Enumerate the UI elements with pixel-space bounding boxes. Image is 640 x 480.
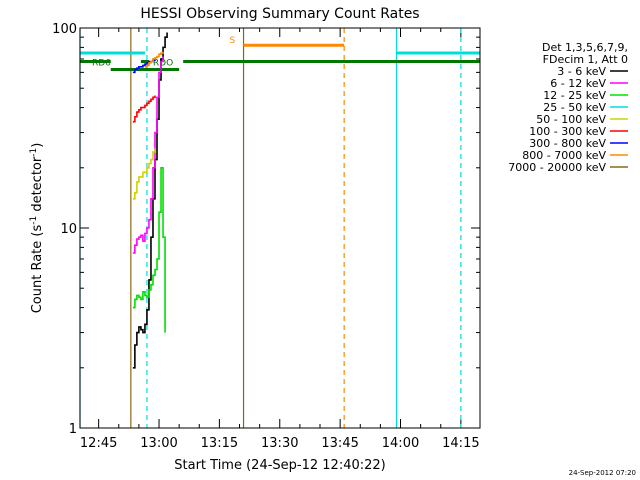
- x-tick-label: 13:00: [140, 436, 177, 451]
- x-tick-label: 13:30: [261, 436, 298, 451]
- y-axis-label: Count Rate (s-1 detector-1): [29, 143, 45, 314]
- y-axis-label-mid: detector: [30, 156, 45, 216]
- x-tick-label: 14:15: [442, 436, 479, 451]
- legend: Det 1,3,5,6,7,9,FDecim 1, Att 03 - 6 keV…: [508, 41, 628, 174]
- y-tick-label: 1: [69, 422, 77, 437]
- flag-label: RD6: [92, 58, 111, 68]
- legend-entry-label: 6 - 12 keV: [550, 77, 606, 90]
- x-tick-label: 14:00: [382, 436, 419, 451]
- legend-entry-label: 800 - 7000 keV: [522, 149, 606, 162]
- legend-entry-label: 3 - 6 keV: [557, 65, 606, 78]
- legend-entry-label: 100 - 300 keV: [529, 125, 606, 138]
- series-line: [132, 56, 164, 254]
- series-line: [144, 51, 164, 68]
- legend-entry-label: 300 - 800 keV: [529, 137, 606, 150]
- footer-timestamp: 24-Sep-2012 07:20: [569, 469, 636, 477]
- plot-frame: [79, 27, 481, 429]
- plot-area: 1 10 100 12:45 13:00 13:15 13:30 13:45 14:00 14:1…: [52, 22, 480, 451]
- series-line: [132, 148, 156, 200]
- legend-header: Det 1,3,5,6,7,9,: [542, 41, 628, 54]
- legend-header: FDecim 1, Att 0: [543, 53, 628, 66]
- series-line: [132, 95, 156, 123]
- legend-entry-label: 50 - 100 keV: [536, 113, 606, 126]
- legend-entry-label: 12 - 25 keV: [543, 89, 606, 102]
- x-tick-label: 13:45: [321, 436, 358, 451]
- legend-entry-label: 7000 - 20000 keV: [508, 161, 606, 174]
- x-tick-label: 12:45: [80, 436, 117, 451]
- y-axis-label-main: Count Rate (s: [30, 225, 45, 314]
- chart-title: HESSI Observing Summary Count Rates: [140, 6, 419, 22]
- y-axis-label-end: ): [30, 143, 45, 148]
- y-axis-label-sup1: -1: [29, 216, 39, 225]
- legend-entry-label: 25 - 50 keV: [543, 101, 606, 114]
- y-tick-label: 100: [52, 22, 77, 37]
- series-line: [132, 32, 168, 369]
- x-tick-label: 13:15: [201, 436, 238, 451]
- x-axis-label: Start Time (24-Sep-12 12:40:22): [174, 458, 385, 473]
- y-tick-label: 10: [60, 222, 77, 237]
- series-line: [132, 166, 166, 333]
- flag-label: RDO: [153, 58, 173, 68]
- flag-label: S: [230, 36, 236, 46]
- y-axis-label-sup2: -1: [29, 148, 39, 157]
